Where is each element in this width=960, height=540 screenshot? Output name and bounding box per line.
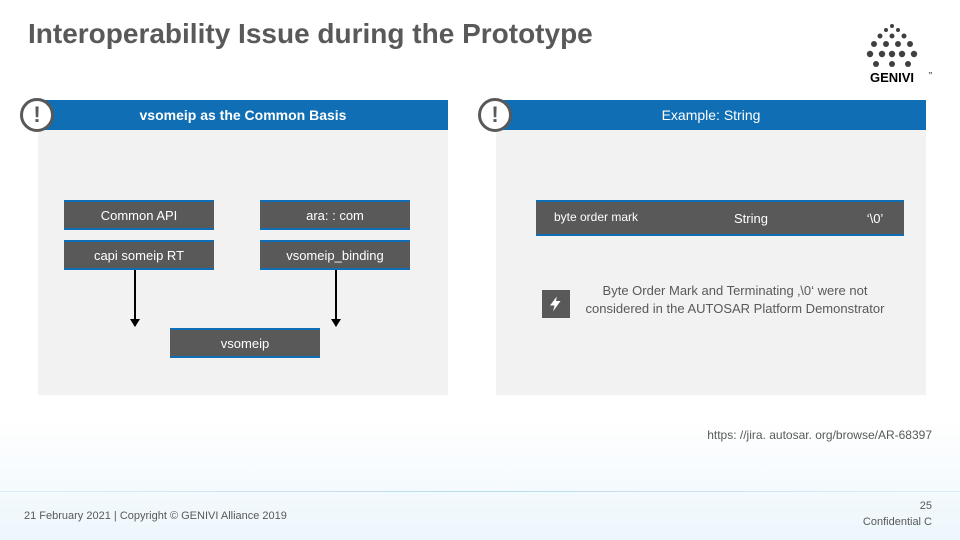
right-panel-header: Example: String [496,100,926,130]
box-capi-rt: capi someip RT [64,240,214,270]
box-null: ‘\0’ [846,200,904,236]
footer-rule [0,491,960,492]
svg-text:GENIVI: GENIVI [870,70,914,85]
alert-icon: ! [20,98,54,132]
page-title: Interoperability Issue during the Protot… [28,18,593,50]
footer-date: 21 February 2021 [24,510,111,522]
box-ara-com: ara: : com [260,200,410,230]
svg-text:™: ™ [928,71,932,78]
footer-sep: | [111,510,120,522]
footer-left: 21 February 2021 | Copyright © GENIVI Al… [24,510,287,522]
box-vsomeip: vsomeip [170,328,320,358]
box-bom: byte order mark [536,200,656,236]
footer-copyright: Copyright © GENIVI Alliance 2019 [120,510,287,522]
genivi-logo: GENIVI ™ [852,20,932,97]
left-panel-header: vsomeip as the Common Basis [38,100,448,130]
arrow-right [335,270,337,326]
right-panel-bg [496,130,926,395]
bolt-icon [542,290,570,318]
box-common-api: Common API [64,200,214,230]
issue-note: Byte Order Mark and Terminating ‚\0‘ wer… [580,282,890,317]
jira-link[interactable]: https: //jira. autosar. org/browse/AR-68… [707,428,932,442]
page-number: 25 [920,500,932,512]
confidentiality: Confidential C [863,516,932,528]
arrow-left [134,270,136,326]
box-vsomeip-binding: vsomeip_binding [260,240,410,270]
alert-icon: ! [478,98,512,132]
box-string: String [656,200,846,236]
slide: Interoperability Issue during the Protot… [0,0,960,540]
